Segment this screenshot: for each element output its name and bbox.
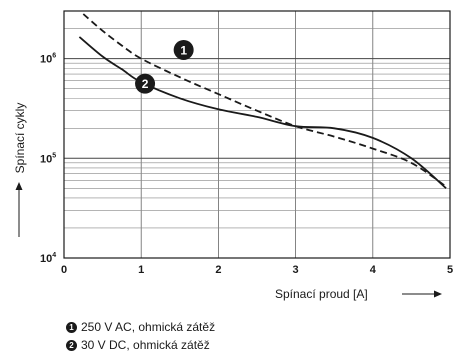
series-layer xyxy=(78,13,447,189)
x-tick-label-0: 0 xyxy=(61,264,67,276)
legend-item-2: 2 30 V DC, ohmická zátěž xyxy=(66,336,215,354)
x-tick-label-1: 1 xyxy=(138,264,144,276)
y-tick-label-0: 104 xyxy=(40,252,56,265)
legend-marker-1: 1 xyxy=(66,321,77,333)
x-tick-label-4: 4 xyxy=(370,264,377,276)
series-badge-label-2: 2 xyxy=(142,77,149,91)
series-badge-label-1: 1 xyxy=(180,43,187,57)
legend-marker-2: 2 xyxy=(66,339,77,351)
y-tick-exponent-0: 4 xyxy=(52,252,56,259)
y-tick-labels: 104 105 106 xyxy=(40,53,56,265)
y-tick-label-1: 105 xyxy=(40,152,56,165)
series-badge-circle-1 xyxy=(173,39,194,60)
x-tick-label-3: 3 xyxy=(293,264,299,276)
y-tick-label-2: 106 xyxy=(40,53,56,66)
y-tick-exponent-2: 6 xyxy=(52,53,56,60)
legend: 1 250 V AC, ohmická zátěž 2 30 V DC, ohm… xyxy=(66,318,215,354)
series-line-1 xyxy=(82,13,447,188)
series-line-2 xyxy=(78,36,447,189)
y-tick-exponent-1: 5 xyxy=(52,152,56,159)
y-axis-label: Spínací cykly xyxy=(13,103,27,174)
legend-label-1: 250 V AC, ohmická zátěž xyxy=(81,320,216,334)
x-axis-arrow-head xyxy=(434,290,442,298)
series-badge-circle-2 xyxy=(135,73,156,94)
plot-frame xyxy=(63,10,451,259)
legend-item-1: 1 250 V AC, ohmická zátěž xyxy=(66,318,215,336)
series-badges: 12 xyxy=(135,39,194,94)
x-tick-label-5: 5 xyxy=(447,264,453,276)
x-tick-label-2: 2 xyxy=(215,264,221,276)
x-axis-label: Spínací proud [A] xyxy=(275,287,368,301)
y-axis-arrow-head xyxy=(15,182,23,190)
x-tick-labels: 0 1 2 3 4 5 xyxy=(61,264,453,276)
grid xyxy=(64,11,450,258)
legend-label-2: 30 V DC, ohmická zátěž xyxy=(81,338,210,352)
